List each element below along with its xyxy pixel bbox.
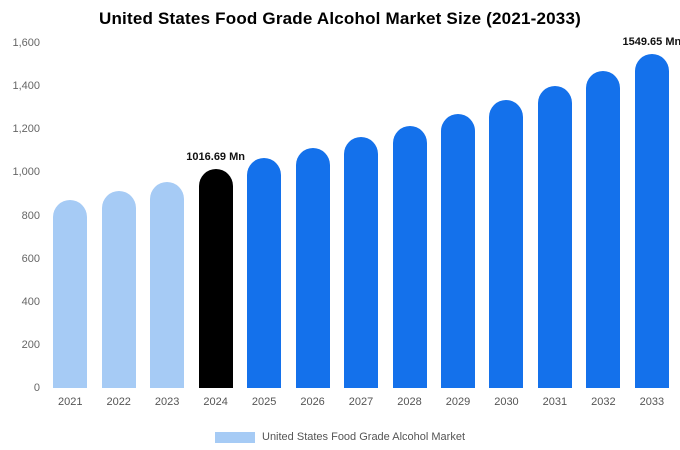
bar-2027[interactable] [344,137,379,388]
bar-slot-2027 [337,43,385,388]
bar-2031[interactable] [537,86,572,388]
x-axis-label-2029: 2029 [445,396,471,408]
bar-slot-2029 [434,43,482,388]
x-axis-label-2030: 2030 [494,396,519,408]
bar-2021[interactable] [53,199,88,388]
x-axis-label-2031: 2031 [542,396,568,408]
bar-2025[interactable] [247,158,282,388]
bar-2030[interactable] [489,99,524,388]
x-axis-label-2027: 2027 [348,396,374,408]
bar-2026[interactable] [295,148,330,388]
bar-slot-2021 [46,43,94,388]
bar-slot-2031 [531,43,579,388]
y-tick-label: 0 [33,382,40,394]
legend-swatch-icon [215,431,255,443]
bar-slot-2023 [143,43,191,388]
bar-slot-2025 [240,43,288,388]
bar-2023[interactable] [150,182,185,388]
x-axis-label-2033: 2033 [639,396,665,408]
y-tick-label: 1,600 [12,37,40,49]
bar-slot-2033: 1549.65 Mn [623,36,680,388]
bar-slot-2030 [482,43,530,388]
bar-slot-2024: 1016.69 Mn [186,43,245,388]
chart-title: United States Food Grade Alcohol Market … [99,9,581,28]
x-axis-label-2022: 2022 [106,396,131,408]
x-axis-label-2032: 2032 [591,396,616,408]
legend-label: United States Food Grade Alcohol Market [262,431,465,443]
x-axis-label-2025: 2025 [251,396,277,408]
bar-slot-2026 [288,43,336,388]
x-axis: 2021 2022 2023 2024 2025 2026 2027 2028 2029 2030… [46,396,676,412]
y-tick-label: 1,000 [12,166,40,179]
plot-area: 1016.69 Mn 1549.65 Mn [46,36,680,388]
x-axis-label-2026: 2026 [300,396,325,408]
bar-slot-2028 [385,43,433,388]
y-axis: 0 200 400 600 800 1,000 1,200 1,400 1,600 [0,37,42,394]
bar-value-label-2033: 1549.65 Mn [622,35,680,48]
bar-2028[interactable] [392,126,427,388]
y-tick-label: 1,400 [12,80,40,93]
bar-2029[interactable] [440,113,475,388]
x-axis-label-2023: 2023 [154,396,180,408]
x-axis-label-2024: 2024 [203,396,228,408]
legend[interactable]: United States Food Grade Alcohol Market [0,431,680,443]
bar-2033[interactable] [634,53,669,388]
bar-slot-2032 [579,43,627,388]
bar-2032[interactable] [586,71,621,388]
bar-2022[interactable] [101,190,136,388]
y-tick-label: 600 [21,252,40,265]
y-tick-label: 1,200 [12,123,40,136]
y-tick-label: 400 [21,295,40,308]
y-tick-label: 200 [21,338,40,351]
x-axis-label-2028: 2028 [397,396,422,408]
bar-slot-2022 [94,43,142,388]
bar-value-label-2024: 1016.69 Mn [186,150,245,163]
bar-2024[interactable] [198,168,233,388]
x-axis-label-2021: 2021 [57,396,83,408]
y-tick-label: 800 [21,209,40,222]
